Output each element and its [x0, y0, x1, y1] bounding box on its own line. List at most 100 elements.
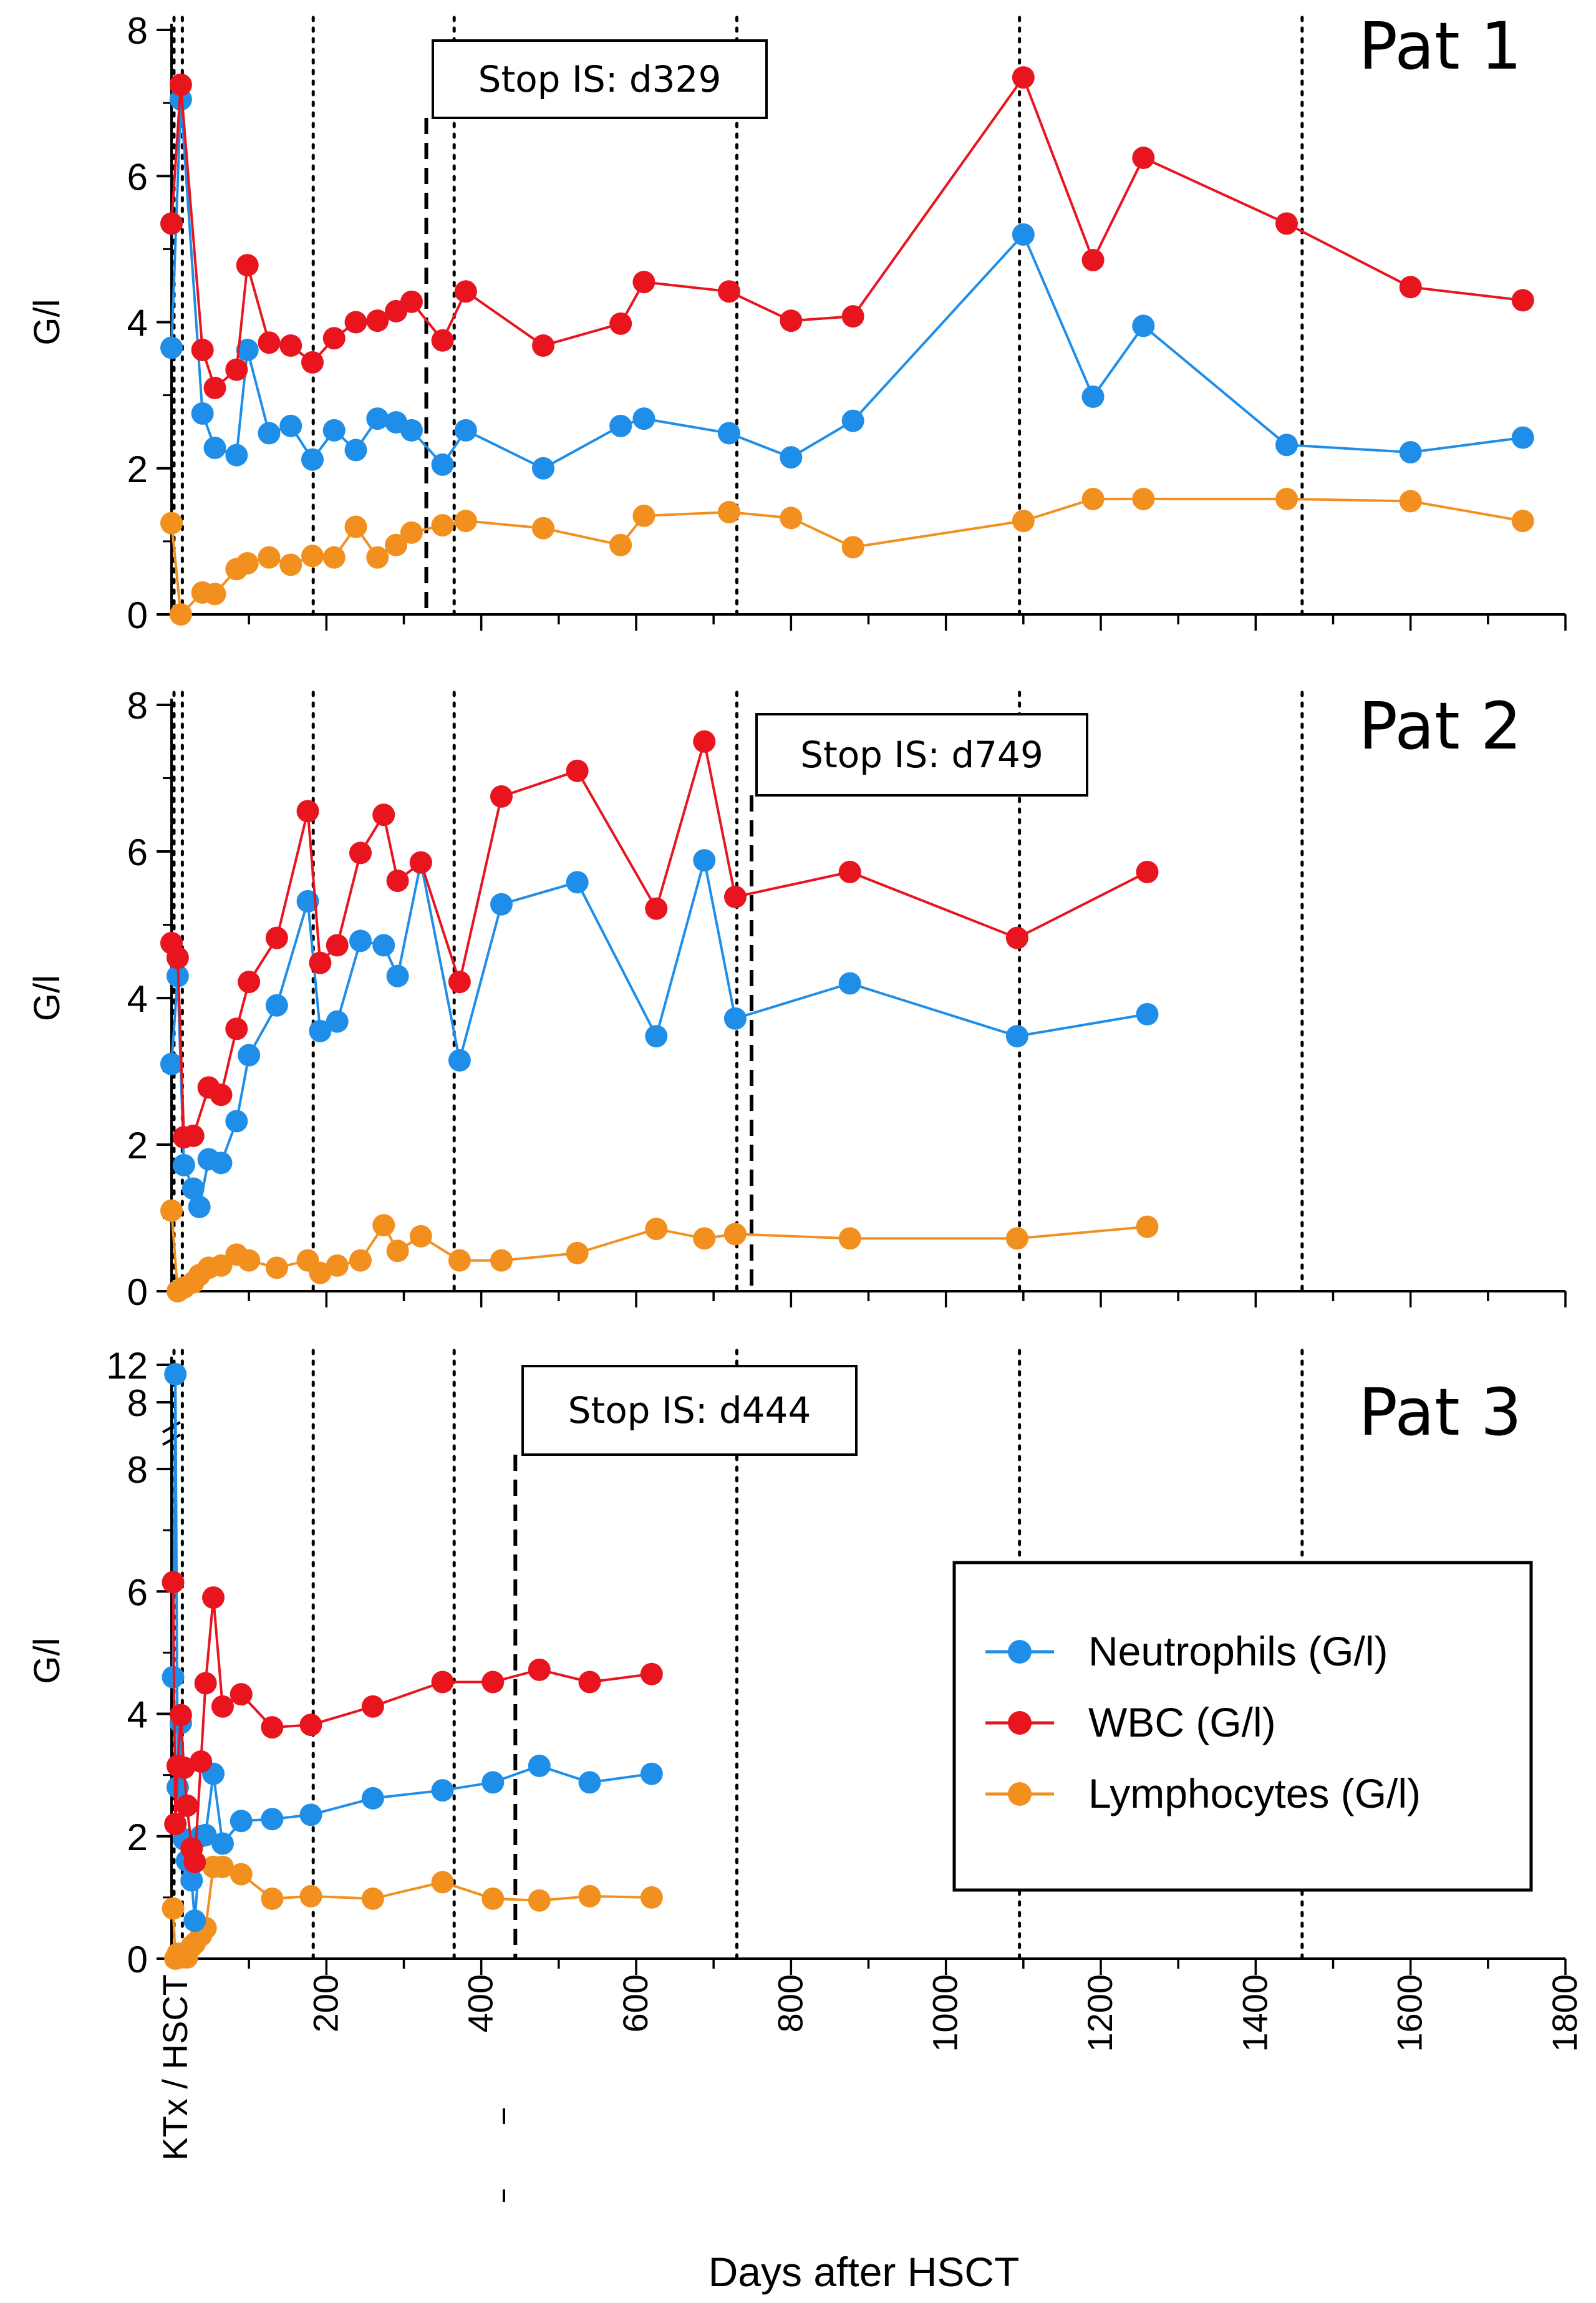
neutrophils-point [632, 407, 655, 430]
neutrophils-point [180, 1869, 203, 1892]
lymphocytes-point [344, 515, 367, 538]
wbc-point [296, 800, 319, 823]
wbc-point [532, 334, 554, 357]
lymphocytes-point [841, 536, 864, 559]
wbc-line [170, 76, 1523, 389]
y-tick-label: 6 [127, 832, 148, 873]
legend-wbc-marker [1008, 1711, 1032, 1735]
wbc-point [238, 971, 261, 994]
y-tick-label: 4 [127, 303, 148, 344]
y-tick-label: 8 [127, 1449, 148, 1491]
wbc-point [400, 290, 423, 313]
lymphocytes-point [238, 1249, 261, 1272]
y-break-tick-label: 8 [127, 1382, 148, 1424]
lymphocytes-point [632, 504, 655, 527]
wbc-point [299, 1714, 322, 1737]
legend-neutrophils-label: Neutrophils (G/l) [1088, 1628, 1388, 1674]
lymphocytes-point [409, 1224, 432, 1248]
wbc-point [1081, 248, 1105, 271]
x-tick-label: 1200 [1080, 1974, 1120, 2052]
wbc-point [361, 1695, 384, 1718]
x-tick-label: 1800 [1545, 1974, 1584, 2052]
x-tick-label: 400 [461, 1974, 500, 2032]
wbc-point [366, 309, 389, 332]
lymphocytes-point [366, 546, 389, 569]
wbc-point [169, 1704, 192, 1727]
wbc-point [780, 309, 803, 332]
neutrophils-point [160, 336, 183, 359]
lymphocytes-point [490, 1249, 513, 1272]
wbc-point [1005, 926, 1028, 949]
y-tick-label: 2 [127, 448, 148, 490]
neutrophils-point [645, 1025, 668, 1048]
neutrophils-point [261, 1808, 284, 1831]
neutrophils-point [490, 893, 513, 916]
axis-break-mark [162, 1433, 181, 1446]
lymphocytes-point [640, 1886, 663, 1909]
wbc-point [326, 934, 349, 957]
neutrophils-point [172, 1153, 195, 1176]
wbc-point [1399, 276, 1422, 299]
lymphocytes-point [838, 1227, 861, 1250]
lymphocytes-point [693, 1227, 716, 1250]
legend-box [952, 1561, 1533, 1892]
lymphocytes-point [566, 1241, 589, 1264]
lymphocytes-point [322, 546, 346, 569]
neutrophils-point [723, 1007, 747, 1030]
wbc-point [609, 312, 632, 335]
neutrophils-point [1005, 1025, 1028, 1048]
y-tick-label: 2 [127, 1125, 148, 1166]
wbc-point [841, 305, 864, 328]
stop-is-label: Stop IS: d749 [800, 734, 1043, 776]
wbc-point [1511, 289, 1534, 312]
lymphocytes-point [361, 1887, 384, 1910]
neutrophils-point [718, 422, 740, 445]
neutrophils-point [344, 439, 367, 462]
wbc-point [1012, 66, 1035, 89]
y-axis-title: G/l [27, 1637, 67, 1684]
wbc-point [164, 1813, 187, 1836]
wbc-point [265, 926, 288, 949]
neutrophils-point [194, 1823, 217, 1846]
lymphocytes-point [309, 1261, 332, 1284]
panel-title: Pat 3 [1358, 1374, 1522, 1450]
neutrophils-point [1132, 314, 1155, 337]
lymphocytes-point [160, 512, 183, 535]
lymphocytes-point [532, 516, 554, 540]
lymphocytes-point [299, 1884, 322, 1908]
wbc-point [175, 1794, 198, 1817]
wbc-point [309, 951, 332, 974]
x-tick-label: 1000 [926, 1974, 965, 2052]
y-tick-label: 0 [127, 1939, 148, 1981]
wbc-point [236, 254, 259, 277]
lymphocytes-point [261, 1887, 284, 1910]
neutrophils-point [1511, 426, 1534, 449]
wbc-point [258, 331, 281, 354]
x-tick-label: 800 [770, 1974, 810, 2032]
neutrophils-point [296, 890, 319, 913]
stop-is-label: Stop IS: d444 [568, 1389, 811, 1432]
x-axis-title: Days after HSCT [709, 2249, 1020, 2295]
neutrophils-point [532, 457, 554, 480]
neutrophils-point [326, 1010, 349, 1033]
wbc-point [448, 971, 471, 994]
neutrophils-point [183, 1909, 206, 1932]
neutrophils-point [640, 1762, 663, 1785]
lymphocytes-point [349, 1249, 372, 1272]
wbc-point [640, 1662, 663, 1685]
y-tick-label: 4 [127, 978, 148, 1020]
lymphocytes-point [723, 1223, 747, 1246]
wbc-point [211, 1695, 234, 1718]
neutrophils-point [372, 934, 395, 957]
wbc-point [166, 946, 189, 969]
neutrophils-point [181, 1177, 205, 1200]
lymphocytes-point [372, 1214, 395, 1237]
neutrophils-point [160, 1052, 183, 1075]
wbc-point [261, 1716, 284, 1739]
stop-is-box [521, 1365, 858, 1456]
wbc-point [202, 1586, 225, 1609]
neutrophils-point [1399, 440, 1422, 463]
lymphocytes-point [1081, 487, 1105, 510]
lymphocytes-point [301, 545, 324, 568]
wbc-point [322, 327, 346, 350]
